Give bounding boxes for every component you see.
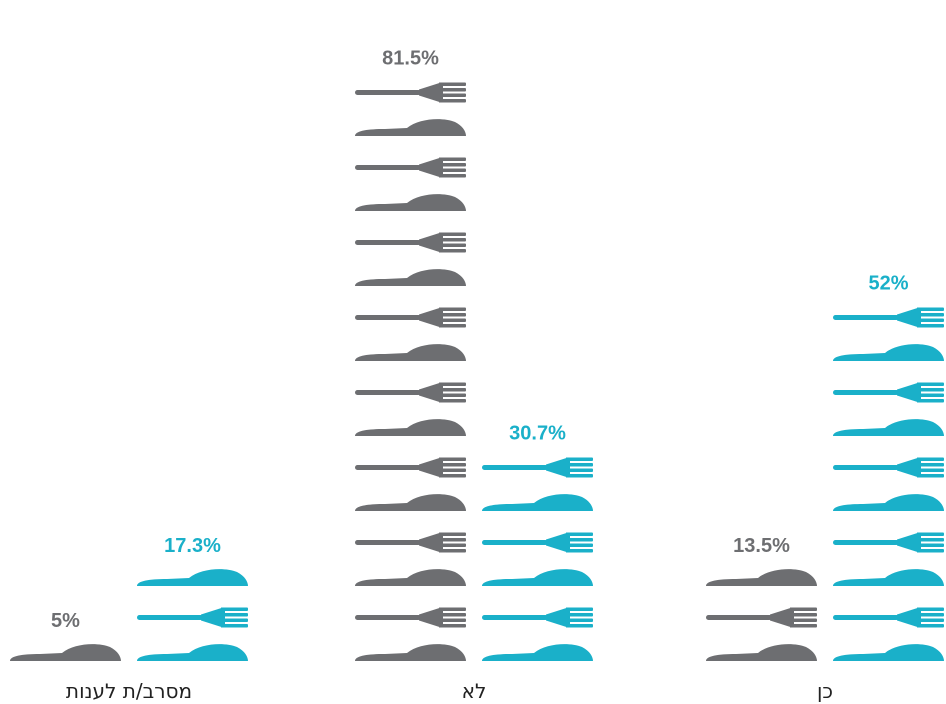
fork-icon (482, 607, 593, 628)
knife-icon (482, 644, 593, 661)
fork-icon (706, 607, 817, 628)
knife-icon (355, 194, 466, 211)
category-label: לא (462, 679, 487, 703)
knife-icon (833, 644, 944, 661)
fork-icon (355, 457, 466, 478)
knife-icon (706, 644, 817, 661)
fork-icon (833, 307, 944, 328)
fork-icon (355, 82, 466, 103)
knife-icon (355, 269, 466, 286)
fork-icon (833, 607, 944, 628)
fork-icon (833, 532, 944, 553)
data-label: 13.5% (733, 535, 790, 557)
fork-icon (355, 532, 466, 553)
data-label: 17.3% (164, 535, 221, 557)
knife-icon (482, 494, 593, 511)
knife-icon (833, 419, 944, 436)
knife-icon (833, 344, 944, 361)
fork-icon (482, 457, 593, 478)
knife-icon (355, 344, 466, 361)
fork-icon (355, 607, 466, 628)
knife-icon (137, 569, 248, 586)
fork-icon (833, 457, 944, 478)
fork-icon (355, 307, 466, 328)
fork-icon (355, 232, 466, 253)
category-label: כן (817, 679, 833, 703)
data-label: 52% (868, 273, 908, 295)
knife-icon (355, 494, 466, 511)
knife-icon (355, 419, 466, 436)
data-label: 81.5% (382, 48, 439, 70)
knife-icon (833, 494, 944, 511)
knife-icon (355, 569, 466, 586)
knife-icon (833, 569, 944, 586)
fork-icon (482, 532, 593, 553)
knife-icon (706, 569, 817, 586)
category-label: מסרב/ת לענות (66, 679, 192, 703)
fork-icon (355, 382, 466, 403)
fork-icon (137, 607, 248, 628)
knife-icon (137, 644, 248, 661)
fork-icon (355, 157, 466, 178)
knife-icon (482, 569, 593, 586)
fork-icon (833, 382, 944, 403)
knife-icon (10, 644, 121, 661)
knife-icon (355, 119, 466, 136)
data-label: 5% (51, 610, 80, 632)
knife-icon (355, 644, 466, 661)
data-label: 30.7% (509, 423, 566, 445)
labels-layer: 5% 17.3% מסרב/ת לענות 81.5% 30.7% לא 13.5% 52% כ… (51, 48, 909, 704)
bars-layer (10, 82, 944, 661)
